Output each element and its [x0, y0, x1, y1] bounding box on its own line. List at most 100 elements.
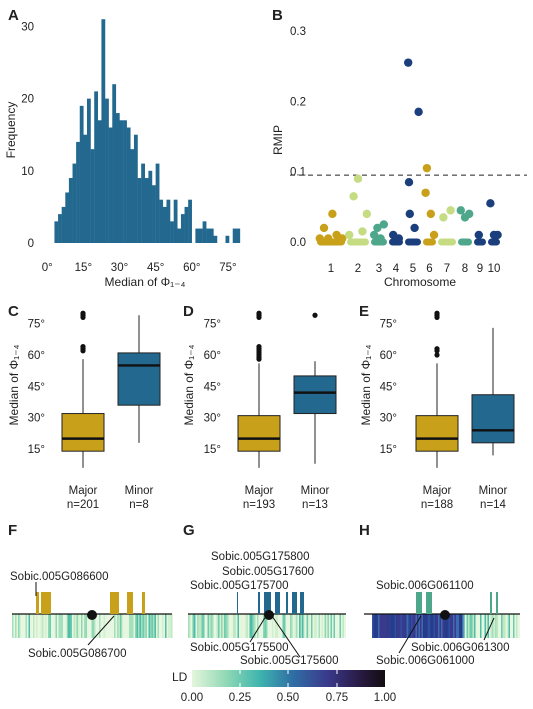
ld-strip-f-cell — [171, 614, 173, 638]
histogram-bar-26 — [148, 170, 153, 243]
histogram-bar-37 — [188, 199, 192, 243]
ld-strip-g-cell — [263, 614, 265, 638]
ld-legend-title: LD — [172, 670, 188, 684]
chromosome-band-5 — [405, 238, 421, 246]
ld-strip-f-cell — [144, 614, 146, 638]
gene-bar-f-3 — [127, 592, 133, 614]
ld-strip-h-cell — [376, 614, 378, 638]
gene-label-g3: Sobic.005G175700 — [190, 580, 288, 592]
ld-strip-g-cell — [224, 614, 226, 638]
ld-strip-f-cell — [48, 614, 50, 638]
ld-strip-h-cell — [390, 614, 392, 638]
gene-label-g5: Sobic.005G175600 — [240, 655, 338, 667]
ld-strip-g-cell — [264, 614, 266, 638]
ld-strip-g-cell — [236, 614, 238, 638]
ld-strip-h-cell — [442, 614, 444, 638]
ld-strip-h-cell — [421, 614, 423, 638]
panelC-ytick-3: 60° — [28, 350, 45, 362]
histogram-bar-19 — [123, 120, 127, 243]
ld-strip-g-cell — [237, 614, 239, 638]
scatter-xlabel: Chromosome — [384, 275, 456, 289]
chromosome-tick-2: 3 — [376, 263, 382, 275]
ld-strip-h-cell — [483, 614, 485, 638]
histogram-bar-20 — [126, 127, 131, 243]
ld-strip-h-cell — [396, 614, 398, 638]
ld-strip-g-cell — [266, 614, 268, 638]
ld-strip-f-cell — [139, 614, 141, 638]
ld-strip-h-cell — [436, 614, 438, 638]
ld-strip-f-cell — [136, 614, 138, 638]
ld-strip-g-cell — [291, 614, 293, 638]
ld-strip-g-cell — [228, 614, 230, 638]
chromosome-tick-0: 1 — [328, 263, 334, 275]
panelC-outlier-0-2 — [80, 344, 86, 350]
ld-tick-1: 0.25 — [229, 692, 251, 704]
histogram-bar-16 — [112, 84, 117, 243]
ld-strip-h-cell — [453, 614, 455, 638]
lead-snp-h — [440, 610, 450, 620]
rmip-point-32 — [486, 199, 495, 208]
ld-strip-g-cell — [252, 614, 254, 638]
ld-strip-f-cell — [66, 614, 68, 638]
histogram-xtick-5: 75° — [219, 262, 236, 274]
rmip-point-7 — [349, 192, 358, 201]
ld-strip-h-cell — [444, 614, 446, 638]
gene-label-f1: Sobic.005G086600 — [10, 571, 108, 583]
gene-bar-g-0 — [237, 592, 238, 614]
ld-strip-h-cell — [432, 614, 434, 638]
ld-strip-h-cell — [474, 614, 476, 638]
ld-strip-f-cell — [81, 614, 83, 638]
panelD-ytick-3: 60° — [204, 350, 221, 362]
histogram-xlabel: Median of Φ₁₋₄ — [105, 275, 186, 289]
ld-strip-g-cell — [201, 614, 203, 638]
ld-strip-h-cell — [418, 614, 420, 638]
scatter-ylabel: RMIP — [271, 125, 285, 155]
ld-strip-h-cell — [498, 614, 500, 638]
rmip-point-17 — [404, 58, 413, 67]
boxplot-e-ylabel: Median of Φ₁₋₄ — [359, 344, 373, 425]
gene-bar-g-1 — [258, 592, 260, 614]
chromosome-tick-3: 4 — [393, 263, 400, 275]
panelE-outlier-0-2 — [434, 346, 440, 352]
panelC-category-1: Minor — [125, 485, 154, 497]
histogram-ytick-0: 0 — [28, 238, 34, 250]
chromosome-band-9 — [474, 238, 486, 246]
histogram-bar-18 — [119, 120, 124, 243]
histogram-bar-30 — [162, 206, 167, 243]
ld-strip-g-cell — [207, 614, 209, 638]
rmip-point-11 — [370, 230, 379, 240]
ld-strip-h-cell — [387, 614, 389, 638]
ld-strip-g-cell — [221, 614, 223, 638]
panelE-category-0: Major — [423, 485, 452, 497]
panelE-count-1: n=14 — [480, 499, 507, 511]
gene-bar-g-2 — [264, 592, 271, 614]
ld-strip-h-cell — [505, 614, 507, 638]
ld-strip-f-cell — [151, 614, 153, 638]
ld-strip-g-cell — [212, 614, 214, 638]
panelE-ytick-2: 45° — [380, 381, 397, 393]
histogram-bar-0 — [54, 221, 59, 243]
ld-strip-f-cell — [18, 614, 20, 638]
panelD-ytick-4: 75° — [204, 319, 221, 331]
rmip-point-2 — [324, 234, 333, 243]
panelD-count-1: n=13 — [302, 499, 328, 511]
rmip-point-10 — [362, 209, 371, 219]
ld-strip-f-cell — [148, 614, 150, 638]
histogram-bar-7 — [79, 105, 84, 243]
ld-strip-h-cell — [502, 614, 504, 638]
ld-tick-4: 1.00 — [374, 692, 396, 704]
ld-strip-h-cell — [438, 614, 440, 638]
ld-strip-g-cell — [255, 614, 257, 638]
ld-strip-g-cell — [225, 614, 227, 638]
ld-strip-f-cell — [118, 614, 120, 638]
ld-strip-f-cell — [79, 614, 81, 638]
chromosome-band-2 — [347, 238, 369, 246]
panelC-ytick-2: 45° — [28, 381, 45, 393]
panelD-ytick-2: 45° — [204, 381, 221, 393]
histogram-bar-39 — [199, 228, 203, 243]
ld-strip-f-cell — [166, 614, 168, 638]
ld-strip-f-cell — [145, 614, 147, 638]
chromosome-tick-9: 10 — [488, 263, 501, 275]
ld-strip-g-cell — [198, 614, 200, 638]
ld-strip-g-cell — [324, 614, 326, 638]
